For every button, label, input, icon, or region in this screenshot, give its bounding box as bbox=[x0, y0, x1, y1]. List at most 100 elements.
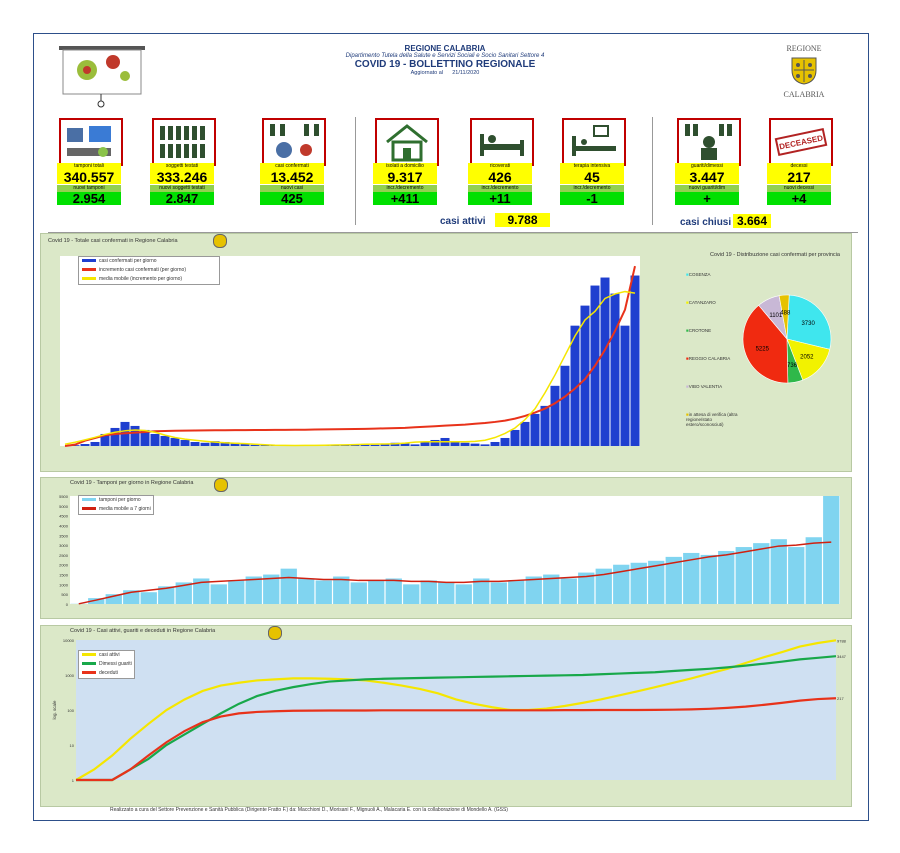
tests-moving-average-line bbox=[78, 541, 832, 605]
daily-tests-bar bbox=[210, 584, 227, 604]
tile-value-secondary: 2.847 bbox=[150, 192, 214, 205]
legend-label: incremento casi confermati (per giorno) bbox=[99, 267, 186, 273]
tile-label: ricoverati bbox=[468, 163, 532, 170]
outcome-series-line bbox=[75, 639, 837, 781]
daily-cases-bar bbox=[620, 325, 630, 446]
tile-label-secondary: nuovi guariti/dim bbox=[675, 185, 739, 192]
daily-cases-bar bbox=[220, 441, 230, 446]
tile-soggetti: soggetti testati 333.246 nuovi soggetti … bbox=[150, 118, 216, 208]
daily-cases-bar bbox=[130, 425, 140, 446]
region-logo-top: REGIONE bbox=[786, 44, 822, 53]
tile-label-secondary: incr./decremento bbox=[560, 185, 624, 192]
tile-value-secondary: -1 bbox=[560, 192, 624, 205]
tile-value-secondary: + bbox=[675, 192, 739, 205]
chart1-title: Covid 19 - Totale casi confermati in Reg… bbox=[48, 238, 178, 244]
daily-tests-bar bbox=[228, 580, 245, 604]
pie-label-reggio: ■REGGIO CALABRIA bbox=[686, 356, 731, 361]
chart1-legend: casi confermati per giorno incremento ca… bbox=[78, 256, 220, 285]
daily-tests-bar bbox=[753, 543, 770, 604]
daily-cases-bar bbox=[210, 441, 220, 446]
daily-tests-bar bbox=[193, 578, 210, 604]
tile-value-secondary: +4 bbox=[767, 192, 831, 205]
daily-cases-bar bbox=[180, 439, 190, 446]
daily-cases-bar bbox=[380, 443, 390, 446]
tile-label-secondary: nuovi casi bbox=[260, 185, 324, 192]
daily-tests-bar bbox=[333, 576, 350, 604]
deceased-stamp-icon: DECEASED bbox=[769, 118, 833, 166]
y-tick-label: 1 bbox=[72, 778, 75, 783]
stamp-text: DECEASED bbox=[778, 133, 824, 151]
daily-cases-bar bbox=[90, 441, 100, 446]
virus-screen-icon bbox=[59, 46, 145, 108]
daily-tests-bar bbox=[595, 568, 612, 604]
y-tick-label: 5500 bbox=[59, 494, 69, 499]
tile-label-secondary: incr./decremento bbox=[468, 185, 532, 192]
legend-item-avg7: media mobile a 7 giorni bbox=[79, 505, 153, 514]
footer-credits: Realizzato a cura del Settore Prevenzion… bbox=[110, 807, 508, 813]
daily-tests-bar bbox=[543, 574, 560, 604]
tile-value: 13.452 bbox=[260, 170, 324, 184]
daily-cases-bar bbox=[430, 439, 440, 446]
pie-label-crotone: ■CROTONE bbox=[686, 328, 712, 333]
daily-cases-bar bbox=[450, 441, 460, 446]
daily-tests-bar bbox=[473, 578, 490, 604]
daily-tests-bar bbox=[525, 576, 542, 604]
pie-slice bbox=[786, 294, 832, 350]
chart1-region-badge bbox=[213, 234, 227, 248]
daily-tests-bar bbox=[140, 592, 157, 604]
legend-label: media mobile (incremento per giorno) bbox=[99, 276, 183, 282]
tile-value-secondary: 2.954 bbox=[57, 192, 121, 205]
daily-tests-bar bbox=[490, 582, 507, 604]
chart2-legend: tamponi per giorno media mobile a 7 gior… bbox=[78, 495, 154, 515]
daily-cases-bar bbox=[240, 443, 250, 446]
updated-date: 21/11/2020 bbox=[452, 70, 480, 76]
swatch-yellow bbox=[82, 277, 96, 281]
daily-tests-bar bbox=[578, 572, 595, 604]
daily-cases-bar bbox=[540, 405, 550, 446]
chart1-plot bbox=[60, 256, 640, 447]
pie-slice bbox=[778, 294, 790, 340]
tile-decessi: DECEASED decessi 217 nuovi decessi +4 bbox=[767, 118, 833, 208]
legend-label: casi attivi bbox=[99, 652, 120, 658]
daily-tests-bar bbox=[263, 574, 280, 604]
daily-tests-bar bbox=[420, 580, 437, 604]
legend-item-deaths: deceduti bbox=[79, 669, 134, 678]
legend-item-moving: media mobile (incremento per giorno) bbox=[79, 275, 219, 284]
pie-label-cosenza: ■COSENZA bbox=[686, 272, 711, 277]
y-tick-label: 0 bbox=[66, 602, 69, 607]
daily-cases-bar bbox=[410, 444, 420, 446]
daily-cases-bar bbox=[570, 325, 580, 446]
daily-cases-bar bbox=[490, 441, 500, 446]
pie-slice-label: 488 bbox=[780, 311, 791, 317]
y-tick-label: 1000 bbox=[65, 673, 75, 678]
daily-cases-bar bbox=[160, 435, 170, 446]
tile-isolati: isolati a domicilio 9.317 incr./decremen… bbox=[373, 118, 439, 208]
pie-title: Covid 19 - Distribuzione casi confermati… bbox=[710, 252, 840, 258]
y-tick-label: 4000 bbox=[59, 523, 69, 528]
update-line: Aggiornato al 21/11/2020 bbox=[280, 70, 610, 76]
daily-tests-bar bbox=[385, 578, 402, 604]
daily-cases-bar bbox=[230, 442, 240, 446]
y-tick-label: 3500 bbox=[59, 533, 69, 538]
daily-tests-bar bbox=[665, 556, 682, 604]
y-tick-label: 3000 bbox=[59, 543, 69, 548]
y-tick-label: 1500 bbox=[59, 573, 69, 578]
tile-label-secondary: nuovi decessi bbox=[767, 185, 831, 192]
daily-cases-bar bbox=[630, 275, 640, 446]
daily-cases-bar bbox=[370, 444, 380, 446]
daily-cases-bar bbox=[600, 277, 610, 446]
department-title: Dipartimento Tutela della Salute e Servi… bbox=[345, 53, 545, 59]
daily-cases-bar bbox=[400, 443, 410, 446]
legend-label: Dimessi guariti bbox=[99, 661, 132, 667]
daily-tests-bar bbox=[158, 586, 175, 604]
daily-tests-bar bbox=[88, 598, 105, 604]
legend-label: tamponi per giorno bbox=[99, 497, 141, 503]
daily-tests-bar bbox=[315, 580, 332, 604]
daily-cases-bar bbox=[610, 293, 620, 446]
daily-cases-bar bbox=[520, 421, 530, 446]
pie-label-catanzaro: ■CATANZARO bbox=[686, 300, 716, 305]
daily-cases-bar bbox=[420, 441, 430, 446]
tile-tamponi: tamponi totali 340.557 nuovi tamponi 2.9… bbox=[57, 118, 123, 208]
daily-tests-bar bbox=[298, 578, 315, 604]
